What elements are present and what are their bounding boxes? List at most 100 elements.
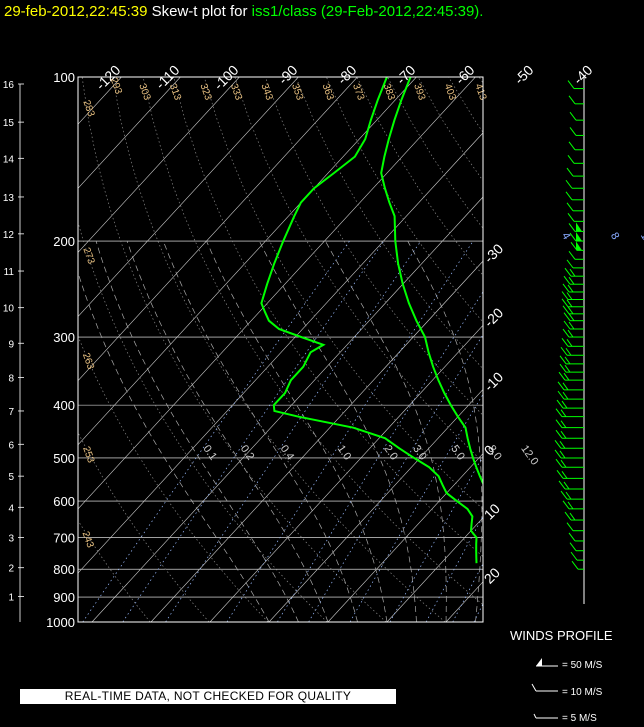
pressure-tick-label: 200 bbox=[53, 234, 75, 249]
wind-barb-feather bbox=[568, 95, 576, 105]
mixing-ratio-line bbox=[473, 603, 483, 622]
wind-barb-feather bbox=[562, 500, 570, 510]
dry-adiabat-line bbox=[540, 77, 644, 622]
moist-adiabat-line bbox=[407, 240, 483, 622]
height-tick-label: 9 bbox=[8, 339, 14, 350]
pressure-tick-label: 100 bbox=[53, 70, 75, 85]
theta-label: 393 bbox=[411, 82, 427, 102]
moist-adiabat-line bbox=[78, 271, 270, 622]
wind-barb-flag bbox=[576, 241, 582, 251]
height-tick-label: 10 bbox=[3, 304, 15, 315]
isotherm-line bbox=[623, 77, 644, 622]
wind-barb-feather bbox=[565, 347, 572, 356]
height-tick-label: 4 bbox=[8, 503, 14, 514]
theta-label: 293 bbox=[108, 76, 124, 96]
mixing-ratio-label: 0.4 bbox=[278, 443, 297, 462]
wind-barbs bbox=[531, 77, 585, 719]
theta-label: 263 bbox=[80, 352, 96, 372]
moist-adiabat-line bbox=[502, 241, 528, 622]
wind-barb-flag bbox=[576, 222, 582, 232]
wind-barb-feather bbox=[567, 155, 575, 164]
wind-barb-feather bbox=[560, 490, 568, 500]
wind-barb-feather bbox=[563, 275, 571, 285]
wind-barb-feather bbox=[564, 356, 571, 365]
moist-adiabat-line bbox=[259, 240, 417, 622]
mixing-ratio-label: 0.1 bbox=[200, 443, 219, 462]
wind-barb-feather bbox=[555, 408, 563, 417]
mixing-ratio-label: 12.0 bbox=[518, 443, 540, 467]
isotherm-line bbox=[150, 260, 483, 622]
wind-barb-feather bbox=[560, 409, 567, 417]
wind-barb-feather bbox=[568, 313, 575, 321]
wind-barb-feather bbox=[561, 400, 568, 409]
mixing-ratio-line bbox=[82, 240, 350, 622]
wind-barb-feather bbox=[562, 283, 570, 293]
wind-barb-feather bbox=[558, 480, 566, 490]
mixing-ratio-label: 1.0 bbox=[335, 443, 354, 462]
dry-adiabat-line bbox=[142, 77, 483, 606]
theta-label: 353 bbox=[289, 82, 305, 102]
title-station: iss1/class (29-Feb-2012,22:45:39) bbox=[251, 3, 480, 20]
wind-barb-feather bbox=[565, 191, 573, 201]
moist-adiabat-line bbox=[95, 240, 299, 622]
moist-adiabat-line bbox=[564, 241, 644, 622]
temperature-line bbox=[380, 77, 483, 486]
mixing-ratio-label: 12 bbox=[638, 231, 644, 248]
isotherm-line bbox=[564, 77, 644, 622]
wind-barb-feather bbox=[563, 320, 571, 330]
wind-barb-feather bbox=[571, 560, 579, 570]
mixing-ratio-line bbox=[520, 241, 644, 622]
isotherm-line bbox=[209, 324, 483, 622]
wind-barb-feather bbox=[569, 542, 577, 552]
plot-frame bbox=[77, 76, 484, 623]
wind-barb-feather bbox=[560, 430, 567, 439]
wind-barb-feather bbox=[567, 213, 575, 222]
dry-adiabat-line bbox=[478, 77, 483, 84]
isotherm-right-label: 20 bbox=[481, 564, 503, 586]
isotherm-line bbox=[78, 132, 483, 574]
height-tick-label: 5 bbox=[8, 472, 14, 483]
pressure-tick-label: 1000 bbox=[46, 615, 75, 630]
legend-10ms-label: = 10 M/S bbox=[562, 687, 603, 698]
wind-barb-feather bbox=[567, 80, 575, 89]
pressure-tick-label: 400 bbox=[53, 398, 75, 413]
wind-barb-feather bbox=[560, 459, 567, 468]
wind-barb-feather bbox=[568, 250, 576, 260]
wind-barb-feather bbox=[562, 382, 569, 391]
isotherm-line bbox=[268, 388, 483, 622]
isotherm-line bbox=[327, 453, 483, 622]
wind-barb-feather bbox=[566, 202, 574, 212]
wind-barb-feather bbox=[568, 321, 575, 330]
wind-barb-feather bbox=[569, 512, 576, 521]
dry-adiabat-line bbox=[264, 77, 483, 416]
legend-flag-icon bbox=[536, 658, 542, 666]
pressure-tick-label: 700 bbox=[53, 531, 75, 546]
height-tick-label: 12 bbox=[3, 230, 15, 241]
height-tick-label: 16 bbox=[3, 80, 15, 91]
wind-barb-feather bbox=[568, 532, 576, 542]
dry-adiabat-line bbox=[387, 77, 483, 229]
theta-label: 333 bbox=[228, 82, 244, 102]
isotherm-line bbox=[78, 77, 240, 253]
height-tick-label: 8 bbox=[8, 374, 14, 385]
theta-label: 253 bbox=[80, 445, 96, 465]
isotherm-right-label: -20 bbox=[481, 304, 507, 330]
wind-barb-feather bbox=[557, 381, 565, 391]
legend-50ms-label: = 50 M/S bbox=[562, 660, 603, 671]
winds-profile-title: WINDS PROFILE bbox=[510, 628, 613, 643]
pressure-tick-label: 500 bbox=[53, 451, 75, 466]
wind-barb-feather bbox=[568, 276, 575, 285]
wind-barb-feather bbox=[558, 371, 566, 381]
chart-grid bbox=[78, 77, 644, 622]
wind-barb-feather bbox=[566, 339, 573, 347]
isotherm-top-label: -60 bbox=[452, 62, 478, 88]
title-timestamp: 29-feb-2012,22:45:39 bbox=[4, 3, 148, 20]
moist-adiabat-line bbox=[162, 240, 358, 622]
pressure-tick-label: 800 bbox=[53, 562, 75, 577]
wind-barb-feather bbox=[562, 391, 569, 400]
wind-barb-feather bbox=[566, 292, 573, 300]
pressure-tick-label: 300 bbox=[53, 330, 75, 345]
wind-barb-feather bbox=[567, 306, 574, 315]
isotherm-top-label: -40 bbox=[570, 62, 596, 88]
mixing-ratio-line bbox=[452, 563, 483, 622]
